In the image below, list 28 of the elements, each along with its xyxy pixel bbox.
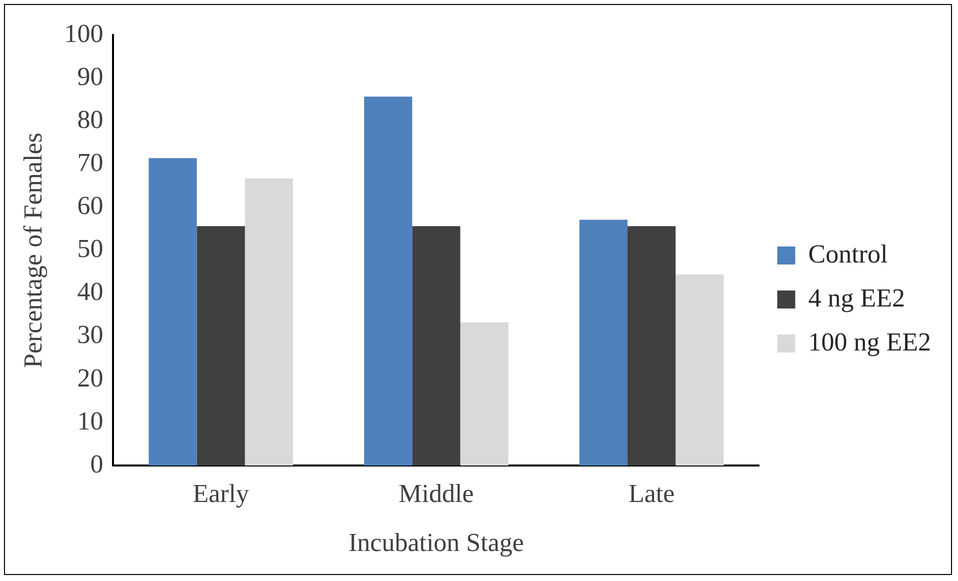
y-tick-label: 100 xyxy=(64,18,104,48)
y-tick-label: 50 xyxy=(77,234,104,264)
x-tick-label: Late xyxy=(628,479,675,508)
x-axis-title: Incubation Stage xyxy=(348,528,524,558)
bar xyxy=(676,274,724,466)
y-tick-label: 40 xyxy=(77,277,104,306)
legend-label: 4 ng EE2 xyxy=(808,283,905,312)
y-tick-label: 80 xyxy=(77,104,104,134)
y-tick-label: 10 xyxy=(77,406,104,436)
bar xyxy=(460,322,508,466)
bar xyxy=(244,178,294,466)
y-axis-title: Percentage of Females xyxy=(18,132,48,368)
legend-label: 100 ng EE2 xyxy=(808,327,931,356)
x-tick-label: Middle xyxy=(398,479,474,508)
bar xyxy=(148,158,197,466)
x-tick-label: Early xyxy=(192,479,250,508)
y-tick-label: 0 xyxy=(90,449,104,478)
y-tick-label: 70 xyxy=(77,148,104,178)
bar xyxy=(364,96,412,466)
y-tick-label: 90 xyxy=(77,62,104,91)
y-tick-label: 60 xyxy=(77,191,104,220)
legend-label: Control xyxy=(808,239,888,268)
bar xyxy=(196,226,245,466)
y-tick-label: 20 xyxy=(77,363,104,392)
bar xyxy=(412,226,460,466)
bar xyxy=(628,226,676,466)
y-tick-label: 30 xyxy=(77,320,104,350)
bar xyxy=(579,220,628,466)
